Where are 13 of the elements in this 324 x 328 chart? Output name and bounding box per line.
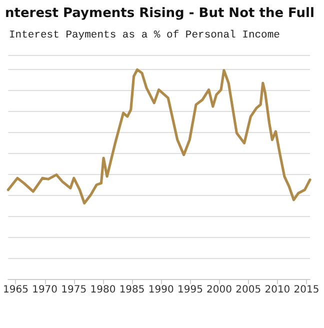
x-tick-label: 1980 <box>90 284 116 296</box>
x-tick-label: 1975 <box>61 284 87 296</box>
x-tick-label: 1995 <box>177 284 203 296</box>
x-tick-label: 1990 <box>148 284 174 296</box>
x-tick-label: 1970 <box>32 284 58 296</box>
x-tick-label: 2010 <box>264 284 290 296</box>
chart-title: nterest Payments Rising - But Not the Full <box>5 6 314 21</box>
x-tick-label: 1985 <box>119 284 145 296</box>
x-tick-label: 2005 <box>236 284 262 296</box>
x-tick-label: 1965 <box>3 284 28 296</box>
x-tick-label: 2000 <box>206 284 232 296</box>
x-tick-label: 2015 <box>294 284 320 296</box>
chart-subtitle: Interest Payments as a % of Personal Income <box>9 30 280 42</box>
